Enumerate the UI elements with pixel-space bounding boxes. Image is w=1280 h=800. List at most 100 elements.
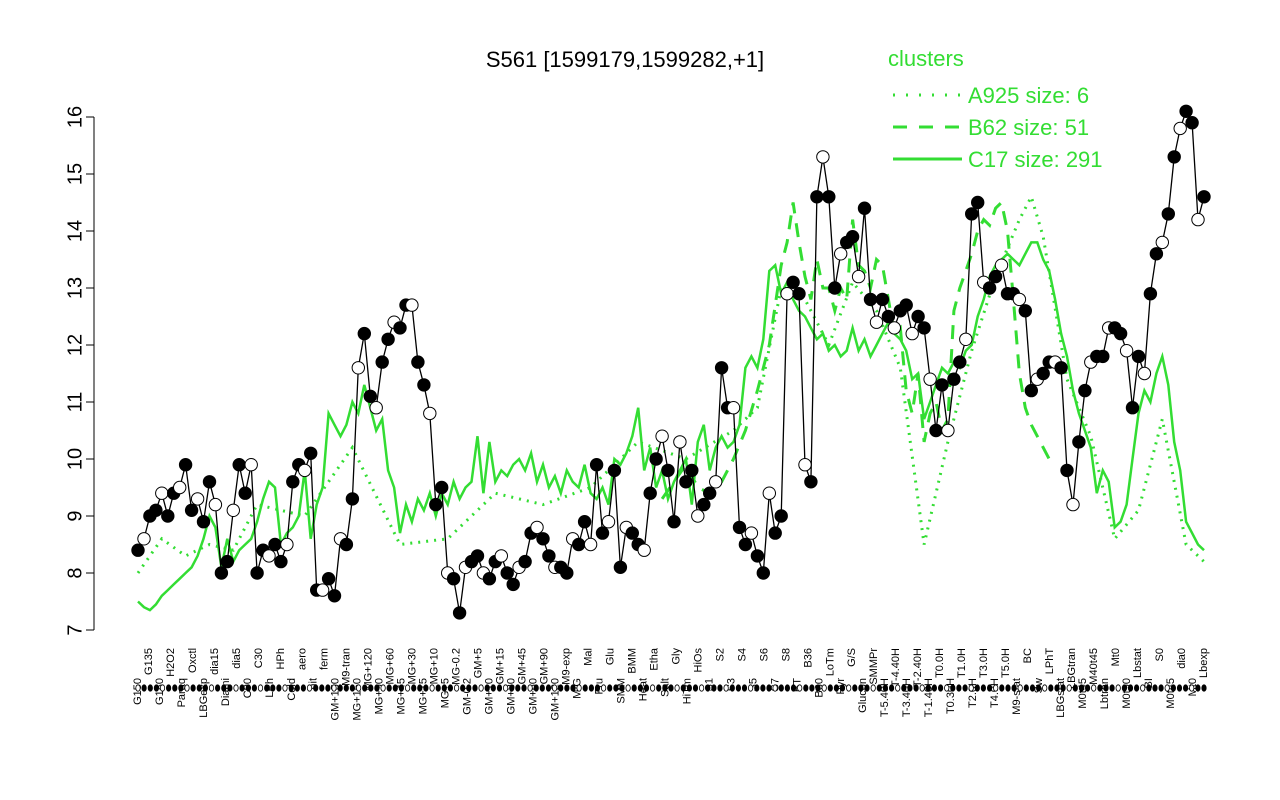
x-tick-label: HiOs xyxy=(692,648,704,673)
rug-mark xyxy=(656,684,662,692)
x-tick-label: S4 xyxy=(736,648,748,661)
rug-mark xyxy=(453,684,460,692)
data-point xyxy=(1078,383,1092,398)
rug-mark xyxy=(974,684,980,692)
rug-mark xyxy=(551,684,558,692)
data-point xyxy=(1197,190,1211,204)
data-point xyxy=(798,458,812,472)
x-tick-label: Diami xyxy=(220,678,232,706)
rug-mark xyxy=(294,684,300,692)
x-tick-label: Gly xyxy=(670,648,682,665)
data-point xyxy=(220,554,235,569)
points-layer xyxy=(131,104,1211,620)
data-point xyxy=(869,315,884,329)
data-point xyxy=(435,480,449,495)
data-point xyxy=(863,292,878,307)
data-point xyxy=(804,475,818,489)
data-point xyxy=(577,515,592,529)
data-point xyxy=(589,458,604,472)
x-tick-label: T-1.40H xyxy=(923,678,935,717)
x-tick-label: GM+30 xyxy=(506,678,518,714)
data-point xyxy=(792,287,806,301)
rug-mark xyxy=(1023,684,1029,692)
legend: clusters A925 size: 6 B62 size: 51 C17 siz… xyxy=(888,46,1103,172)
rug-mark xyxy=(735,684,742,692)
rug-mark xyxy=(674,684,680,692)
data-point xyxy=(1054,361,1068,375)
data-point xyxy=(994,258,1009,272)
rug-mark xyxy=(208,684,215,692)
y-tick-label: 15 xyxy=(64,163,86,185)
x-tick-label: T0.0H xyxy=(934,648,946,678)
rug-mark xyxy=(907,684,913,692)
x-tick-label: Heat xyxy=(637,678,649,701)
data-point xyxy=(625,526,639,540)
data-point xyxy=(1125,401,1140,415)
data-point xyxy=(911,309,925,324)
data-point xyxy=(714,361,729,375)
rug-mark xyxy=(852,684,858,692)
data-point xyxy=(500,566,514,580)
rug-mark xyxy=(698,684,705,692)
rug-mark xyxy=(178,684,184,692)
x-tick-label: ferm xyxy=(319,648,331,670)
rug-mark xyxy=(803,684,809,692)
data-point xyxy=(161,509,175,523)
series-line-0 xyxy=(137,241,1205,612)
data-point xyxy=(304,446,318,460)
data-point xyxy=(446,572,461,586)
rug-mark xyxy=(1103,684,1109,692)
data-point xyxy=(1173,121,1187,136)
legend-label: C17 size: 291 xyxy=(968,147,1103,172)
rug-mark xyxy=(950,684,956,692)
rug-mark xyxy=(833,684,840,692)
rug-mark xyxy=(466,684,472,692)
rug-mark xyxy=(349,684,355,692)
x-tick-label: GM-0.2 xyxy=(462,678,474,715)
rug-mark xyxy=(490,684,496,692)
rug-mark xyxy=(925,684,931,692)
rug-mark xyxy=(619,684,625,692)
x-tick-label: LPhT xyxy=(1044,648,1056,675)
rug-mark xyxy=(1091,684,1097,692)
data-point xyxy=(643,486,657,500)
rug-mark xyxy=(1164,684,1170,692)
data-point xyxy=(661,463,675,478)
data-point xyxy=(697,497,711,512)
rug-mark xyxy=(1183,684,1189,692)
rug-mark xyxy=(600,684,607,692)
x-tick-label: Oxctl xyxy=(187,648,199,673)
rug-mark xyxy=(496,684,503,692)
data-point xyxy=(572,537,586,552)
rug-mark xyxy=(1005,684,1011,692)
data-point xyxy=(178,458,193,472)
legend-title: clusters xyxy=(888,46,964,71)
legend-label: A925 size: 6 xyxy=(968,83,1089,108)
rug-mark xyxy=(747,684,754,692)
x-tick-label: M9-stat xyxy=(1011,678,1023,715)
data-point xyxy=(905,326,919,341)
data-point xyxy=(917,321,931,335)
rug-mark xyxy=(986,684,993,692)
x-tick-label: Glu xyxy=(605,648,617,665)
data-point xyxy=(530,520,544,535)
rug-mark xyxy=(447,684,453,692)
data-point xyxy=(208,497,223,512)
rug-mark xyxy=(1085,684,1091,692)
x-tick-label: MG+60 xyxy=(385,648,397,684)
data-point xyxy=(262,549,276,563)
rug-mark xyxy=(539,684,545,692)
rug-mark xyxy=(1140,684,1146,692)
rug-mark xyxy=(398,684,404,692)
rug-mark xyxy=(582,684,588,692)
x-tick-label: MG+10 xyxy=(429,648,441,684)
data-point xyxy=(947,372,961,386)
x-tick-label: GM+15 xyxy=(495,648,507,684)
data-point xyxy=(560,566,574,580)
data-point xyxy=(887,321,901,335)
data-point xyxy=(1060,463,1074,478)
data-point xyxy=(506,577,520,592)
rug-mark xyxy=(607,684,613,692)
rug-mark xyxy=(637,684,644,692)
data-point xyxy=(1179,104,1193,119)
